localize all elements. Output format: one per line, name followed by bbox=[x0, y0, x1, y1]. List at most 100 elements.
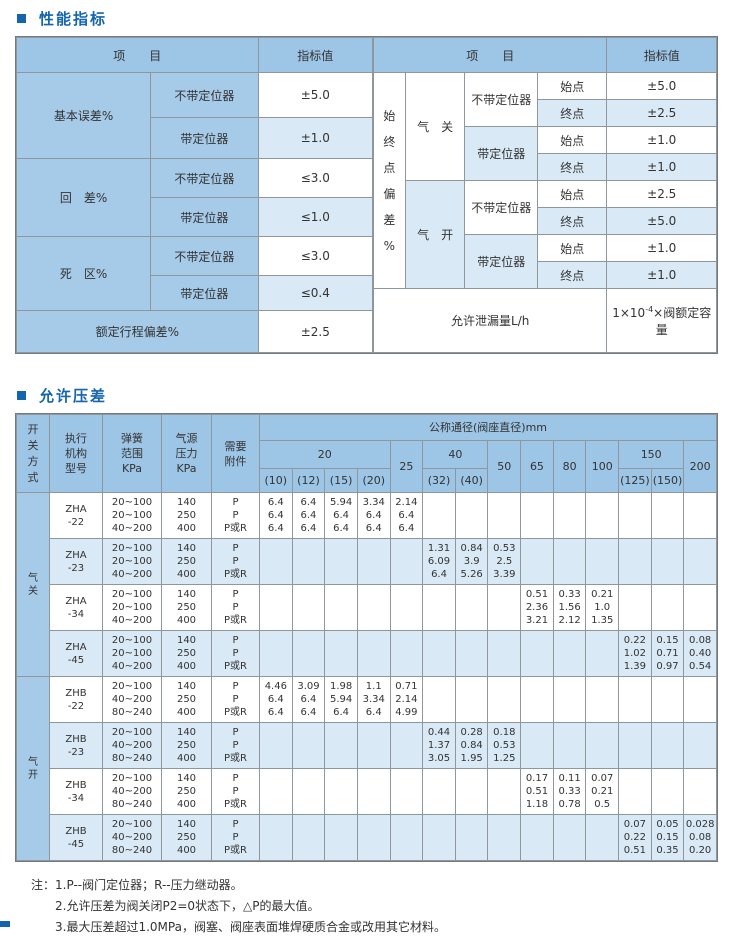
dn-group-header: 200 bbox=[683, 440, 717, 493]
start-point-label: 始点 bbox=[536, 72, 608, 100]
spring-range-header: 弹簧 范围 KPa bbox=[102, 414, 162, 493]
switch-mode-group-label: 气 开 bbox=[16, 676, 50, 861]
pressure-value-cell: 0.08 0.40 0.54 bbox=[683, 630, 717, 677]
value-cell: ≤1.0 bbox=[257, 197, 373, 237]
pressure-value-cell bbox=[585, 492, 620, 539]
pressure-value-cell bbox=[520, 722, 554, 769]
pressure-value-cell bbox=[618, 722, 652, 769]
spring-range-cell: 20~100 20~100 40~200 bbox=[102, 630, 162, 677]
pressure-value-cell bbox=[422, 584, 456, 631]
dn-group-header: 50 bbox=[487, 440, 522, 493]
dn-group-header: 150 bbox=[618, 440, 685, 469]
pressure-value-cell bbox=[356, 768, 391, 815]
pressure-value-cell bbox=[618, 768, 652, 815]
pressure-value-cell bbox=[291, 630, 326, 677]
nominal-diameter-header: 公称通径(阀座直径)mm bbox=[259, 414, 717, 441]
model-cell: ZHA -45 bbox=[49, 630, 103, 677]
pressure-table-head: 开 关 方 式 执行 机构 型号 弹簧 范围 KPa 气源 压力 KPa 需要 … bbox=[16, 414, 717, 493]
value-header: 指标值 bbox=[257, 37, 373, 73]
sub-label: 带定位器 bbox=[150, 275, 259, 311]
value-cell: ±2.5 bbox=[606, 99, 717, 127]
dn-sub-header: (12) bbox=[291, 468, 326, 493]
pressure-value-cell: 0.07 0.22 0.51 bbox=[618, 814, 652, 861]
pressure-value-cell bbox=[259, 722, 293, 769]
pressure-value-cell bbox=[454, 492, 489, 539]
model-cell: ZHB -34 bbox=[49, 768, 103, 815]
value-cell: ≤3.0 bbox=[257, 236, 373, 276]
air-close-label: 气 关 bbox=[404, 72, 466, 181]
pressure-value-cell bbox=[422, 630, 456, 677]
value-cell: ±1.0 bbox=[606, 234, 717, 262]
air-pressure-cell: 140 250 400 bbox=[161, 722, 212, 769]
pressure-value-cell: 0.53 2.5 3.39 bbox=[487, 538, 522, 585]
pressure-value-cell bbox=[618, 538, 652, 585]
end-point-label: 终点 bbox=[536, 207, 608, 235]
leak-prefix: 1×10 bbox=[612, 305, 646, 320]
pressure-value-cell bbox=[422, 768, 456, 815]
air-pressure-cell: 140 250 400 bbox=[161, 584, 212, 631]
pressure-value-cell bbox=[324, 768, 358, 815]
spring-range-cell: 20~100 40~200 80~240 bbox=[102, 768, 162, 815]
pressure-value-cell bbox=[650, 676, 685, 723]
switch-mode-header: 开 关 方 式 bbox=[16, 414, 50, 493]
pressure-table-body: 气 关 ZHA -22 20~100 20~100 40~200 140 250 40… bbox=[16, 492, 717, 861]
pressure-value-cell: 0.07 0.21 0.5 bbox=[585, 768, 620, 815]
pressure-value-cell bbox=[683, 676, 717, 723]
dn-group-header: 25 bbox=[389, 440, 424, 493]
pressure-value-cell: 1.31 6.09 6.4 bbox=[422, 538, 456, 585]
pressure-value-cell bbox=[487, 492, 522, 539]
spring-range-cell: 20~100 20~100 40~200 bbox=[102, 584, 162, 631]
with-positioner-label: 带定位器 bbox=[464, 126, 538, 181]
dn-group-header: 20 bbox=[259, 440, 391, 469]
pressure-value-cell bbox=[552, 722, 587, 769]
accessory-cell: P P P或R bbox=[211, 768, 260, 815]
pressure-value-cell bbox=[585, 722, 620, 769]
pressure-value-cell: 5.94 6.4 6.4 bbox=[324, 492, 358, 539]
model-cell: ZHA -22 bbox=[49, 492, 103, 539]
air-pressure-cell: 140 250 400 bbox=[161, 630, 212, 677]
pressure-value-cell bbox=[259, 768, 293, 815]
pressure-value-cell: 2.14 6.4 6.4 bbox=[389, 492, 424, 539]
air-pressure-cell: 140 250 400 bbox=[161, 768, 212, 815]
value-cell: ±5.0 bbox=[257, 72, 373, 118]
item-header: 项 目 bbox=[372, 37, 608, 73]
pressure-value-cell bbox=[650, 538, 685, 585]
pressure-value-cell: 0.18 0.53 1.25 bbox=[487, 722, 522, 769]
switch-mode-group-label: 气 关 bbox=[16, 492, 50, 677]
accessory-cell: P P P或R bbox=[211, 814, 260, 861]
pressure-value-cell bbox=[259, 630, 293, 677]
value-cell: ±5.0 bbox=[606, 207, 717, 235]
model-cell: ZHB -23 bbox=[49, 722, 103, 769]
pressure-value-cell: 0.84 3.9 5.26 bbox=[454, 538, 489, 585]
leakage-value: 1×10-4×阀额定容量 bbox=[606, 288, 717, 353]
pressure-value-cell bbox=[520, 492, 554, 539]
pressure-value-cell bbox=[552, 492, 587, 539]
no-positioner-label: 不带定位器 bbox=[464, 180, 538, 235]
table-row: 气 关 ZHA -22 20~100 20~100 40~200 140 250 40… bbox=[16, 492, 717, 677]
pressure-value-cell: 0.15 0.71 0.97 bbox=[650, 630, 685, 677]
pressure-value-cell bbox=[454, 768, 489, 815]
pressure-value-cell bbox=[291, 768, 326, 815]
pressure-value-cell bbox=[520, 630, 554, 677]
dn-group-header: 65 bbox=[520, 440, 554, 493]
pressure-value-cell: 0.44 1.37 3.05 bbox=[422, 722, 456, 769]
model-cell: ZHA -23 bbox=[49, 538, 103, 585]
pressure-value-cell bbox=[585, 814, 620, 861]
pressure-value-cell bbox=[552, 538, 587, 585]
dn-sub-header: (20) bbox=[356, 468, 391, 493]
section-title-pressure: 允许压差 bbox=[17, 385, 718, 406]
value-cell: ±1.0 bbox=[606, 153, 717, 181]
pressure-value-cell bbox=[291, 722, 326, 769]
start-point-label: 始点 bbox=[536, 180, 608, 208]
pressure-value-cell: 1.98 5.94 6.4 bbox=[324, 676, 358, 723]
pressure-value-cell bbox=[585, 676, 620, 723]
pressure-value-cell bbox=[618, 584, 652, 631]
performance-table: 项 目 指标值 基本误差% 不带定位器 ±5.0 带定位器 ±1.0 回 差% … bbox=[15, 36, 718, 354]
model-cell: ZHB -45 bbox=[49, 814, 103, 861]
leak-exponent: -4 bbox=[645, 304, 654, 314]
pressure-value-cell: 0.05 0.15 0.35 bbox=[650, 814, 685, 861]
pressure-value-cell bbox=[650, 584, 685, 631]
pressure-value-cell bbox=[324, 630, 358, 677]
dn-sub-header: (125) bbox=[618, 468, 652, 493]
